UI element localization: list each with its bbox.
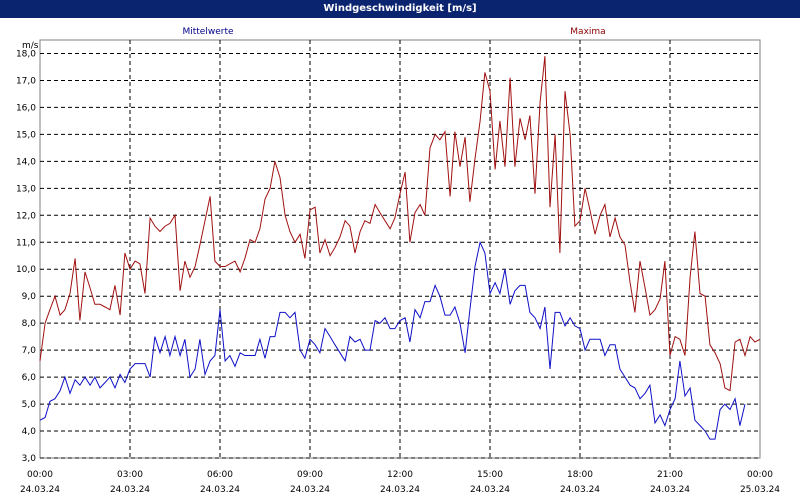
x-tick-time: 06:00 — [207, 470, 233, 480]
x-tick-date: 25.03.24 — [740, 485, 780, 495]
y-tick-label: 18,0 — [16, 49, 36, 59]
y-tick-label: 9,0 — [22, 292, 37, 302]
x-axis-ticks: 00:00 24.03.24 03:00 24.03.24 06:00 24.03.24 0… — [20, 470, 780, 495]
plot-area — [39, 39, 761, 459]
x-tick-time: 15:00 — [477, 470, 503, 480]
x-tick-date: 24.03.24 — [650, 485, 690, 495]
y-axis-ticks: 3,0 4,0 5,0 6,0 7,0 8,0 9,0 10,0 11,0 12,0 13,0 14,… — [16, 49, 36, 464]
y-tick-label: 4,0 — [22, 427, 37, 437]
x-tick-time: 18:00 — [567, 470, 593, 480]
y-tick-label: 12,0 — [16, 211, 36, 221]
chart-title: Windgeschwindigkeit [m/s] — [323, 3, 477, 14]
x-tick-date: 24.03.24 — [560, 485, 600, 495]
x-tick-date: 24.03.24 — [380, 485, 420, 495]
series-line-maxima — [39, 56, 761, 392]
y-tick-label: 13,0 — [16, 184, 36, 194]
x-tick-time: 12:00 — [387, 470, 413, 480]
chart-title-bar: Windgeschwindigkeit [m/s] — [0, 0, 800, 18]
x-tick-time: 09:00 — [297, 470, 323, 480]
x-tick-time: 00:00 — [747, 470, 773, 480]
x-tick-time: 00:00 — [27, 470, 53, 480]
x-tick-date: 24.03.24 — [110, 485, 150, 495]
x-tick-time: 21:00 — [657, 470, 683, 480]
y-tick-label: 15,0 — [16, 130, 36, 140]
y-tick-label: 6,0 — [22, 373, 37, 383]
y-tick-label: 14,0 — [16, 157, 36, 167]
x-tick-time: 03:00 — [117, 470, 143, 480]
legend-maxima: Maxima — [570, 27, 605, 37]
y-tick-label: 8,0 — [22, 319, 37, 329]
x-tick-date: 24.03.24 — [200, 485, 240, 495]
series-line-mittelwerte — [39, 240, 746, 440]
x-tick-date: 24.03.24 — [290, 485, 330, 495]
series-lines — [39, 56, 761, 440]
y-tick-label: 5,0 — [22, 400, 37, 410]
grid-lines — [40, 40, 760, 459]
y-tick-label: 11,0 — [16, 238, 36, 248]
x-tick-date: 24.03.24 — [20, 485, 60, 495]
y-tick-label: 17,0 — [16, 76, 36, 86]
y-tick-label: 3,0 — [22, 454, 37, 464]
x-tick-date: 24.03.24 — [470, 485, 510, 495]
legend-mittelwerte: Mittelwerte — [182, 27, 233, 37]
y-axis-label: m/s — [22, 41, 39, 51]
y-tick-label: 16,0 — [16, 103, 36, 113]
y-tick-label: 10,0 — [16, 265, 36, 275]
y-tick-label: 7,0 — [22, 346, 37, 356]
